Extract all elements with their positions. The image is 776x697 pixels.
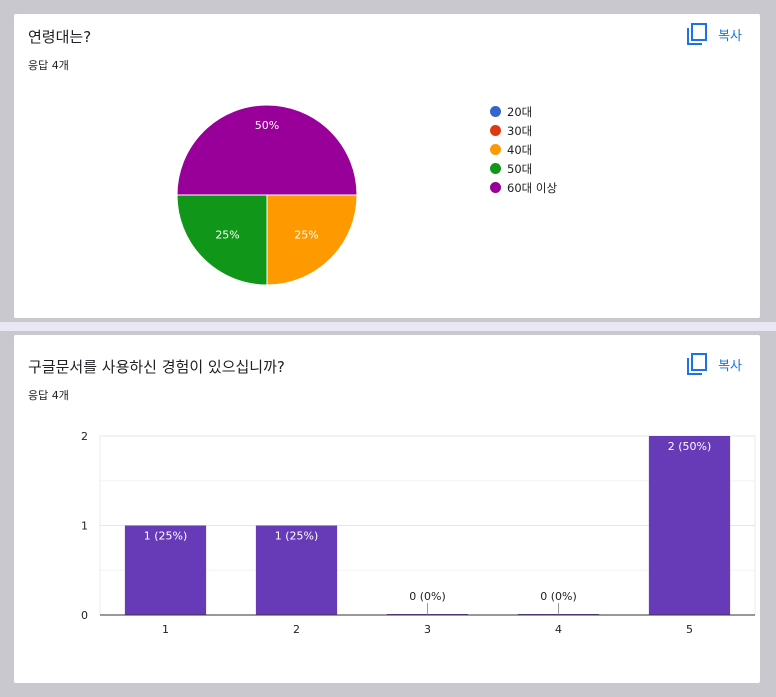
- x-tick-label: 1: [162, 623, 169, 636]
- pie-slice-label: 25%: [294, 228, 318, 241]
- legend-swatch: [490, 144, 501, 155]
- copy-button[interactable]: 복사: [686, 352, 742, 376]
- response-count: 응답 4개: [28, 59, 69, 72]
- question-card-experience: 구글문서를 사용하신 경험이 있으십니까? 응답 4개 복사 0 1 2 1 (25%…: [14, 335, 760, 683]
- copy-label: 복사: [718, 358, 742, 374]
- pie-legend: 20대 30대 40대 50대 60대 이상: [490, 102, 557, 197]
- legend-label: 30대: [507, 123, 533, 138]
- copy-label: 복사: [718, 28, 742, 44]
- bar-data-label: 0 (0%): [409, 590, 446, 603]
- bar-data-label: 1 (25%): [275, 530, 319, 543]
- legend-item: 30대: [490, 121, 557, 140]
- bar: [124, 525, 207, 615]
- question-title: 구글문서를 사용하신 경험이 있으십니까?: [28, 358, 285, 376]
- copy-button[interactable]: 복사: [686, 22, 742, 46]
- response-count: 응답 4개: [28, 389, 69, 402]
- pie-slice-label: 25%: [215, 228, 239, 241]
- y-tick-label: 1: [81, 520, 88, 533]
- bar: [255, 525, 338, 615]
- legend-item: 20대: [490, 102, 557, 121]
- bar-chart: 0 1 2 1 (25%) 1 1 (25%) 2 0 (0%) 3 0 (0%) 4 2 (50%)…: [81, 430, 756, 636]
- y-tick-label: 0: [81, 609, 88, 622]
- bar-data-label: 2 (50%): [668, 440, 712, 453]
- pie-slice: [266, 194, 358, 286]
- bar-data-label: 0 (0%): [540, 590, 577, 603]
- legend-item: 60대 이상: [490, 178, 557, 197]
- x-tick-label: 5: [686, 623, 693, 636]
- legend-item: 50대: [490, 159, 557, 178]
- x-tick-label: 4: [555, 623, 562, 636]
- bar: [648, 436, 731, 615]
- pie-slice: [176, 104, 358, 196]
- legend-label: 50대: [507, 161, 533, 176]
- legend-swatch: [490, 182, 501, 193]
- copy-icon: [687, 353, 708, 375]
- bar-data-label: 1 (25%): [144, 530, 188, 543]
- pie-slice: [176, 194, 268, 286]
- x-tick-label: 2: [293, 623, 300, 636]
- question-title: 연령대는?: [28, 28, 92, 46]
- question-card-age: 연령대는? 응답 4개 복사 50% 25% 25% 20대 30대 40대 50대 60대…: [14, 14, 760, 318]
- copy-icon: [687, 23, 708, 45]
- legend-label: 20대: [507, 104, 533, 119]
- legend-item: 40대: [490, 140, 557, 159]
- legend-label: 60대 이상: [507, 180, 558, 195]
- legend-swatch: [490, 125, 501, 136]
- legend-label: 40대: [507, 142, 533, 157]
- legend-swatch: [490, 163, 501, 174]
- legend-swatch: [490, 106, 501, 117]
- y-tick-label: 2: [81, 430, 88, 443]
- x-tick-label: 3: [424, 623, 431, 636]
- pie-slice-label: 50%: [255, 119, 279, 132]
- pie-chart: 50% 25% 25%: [176, 104, 358, 286]
